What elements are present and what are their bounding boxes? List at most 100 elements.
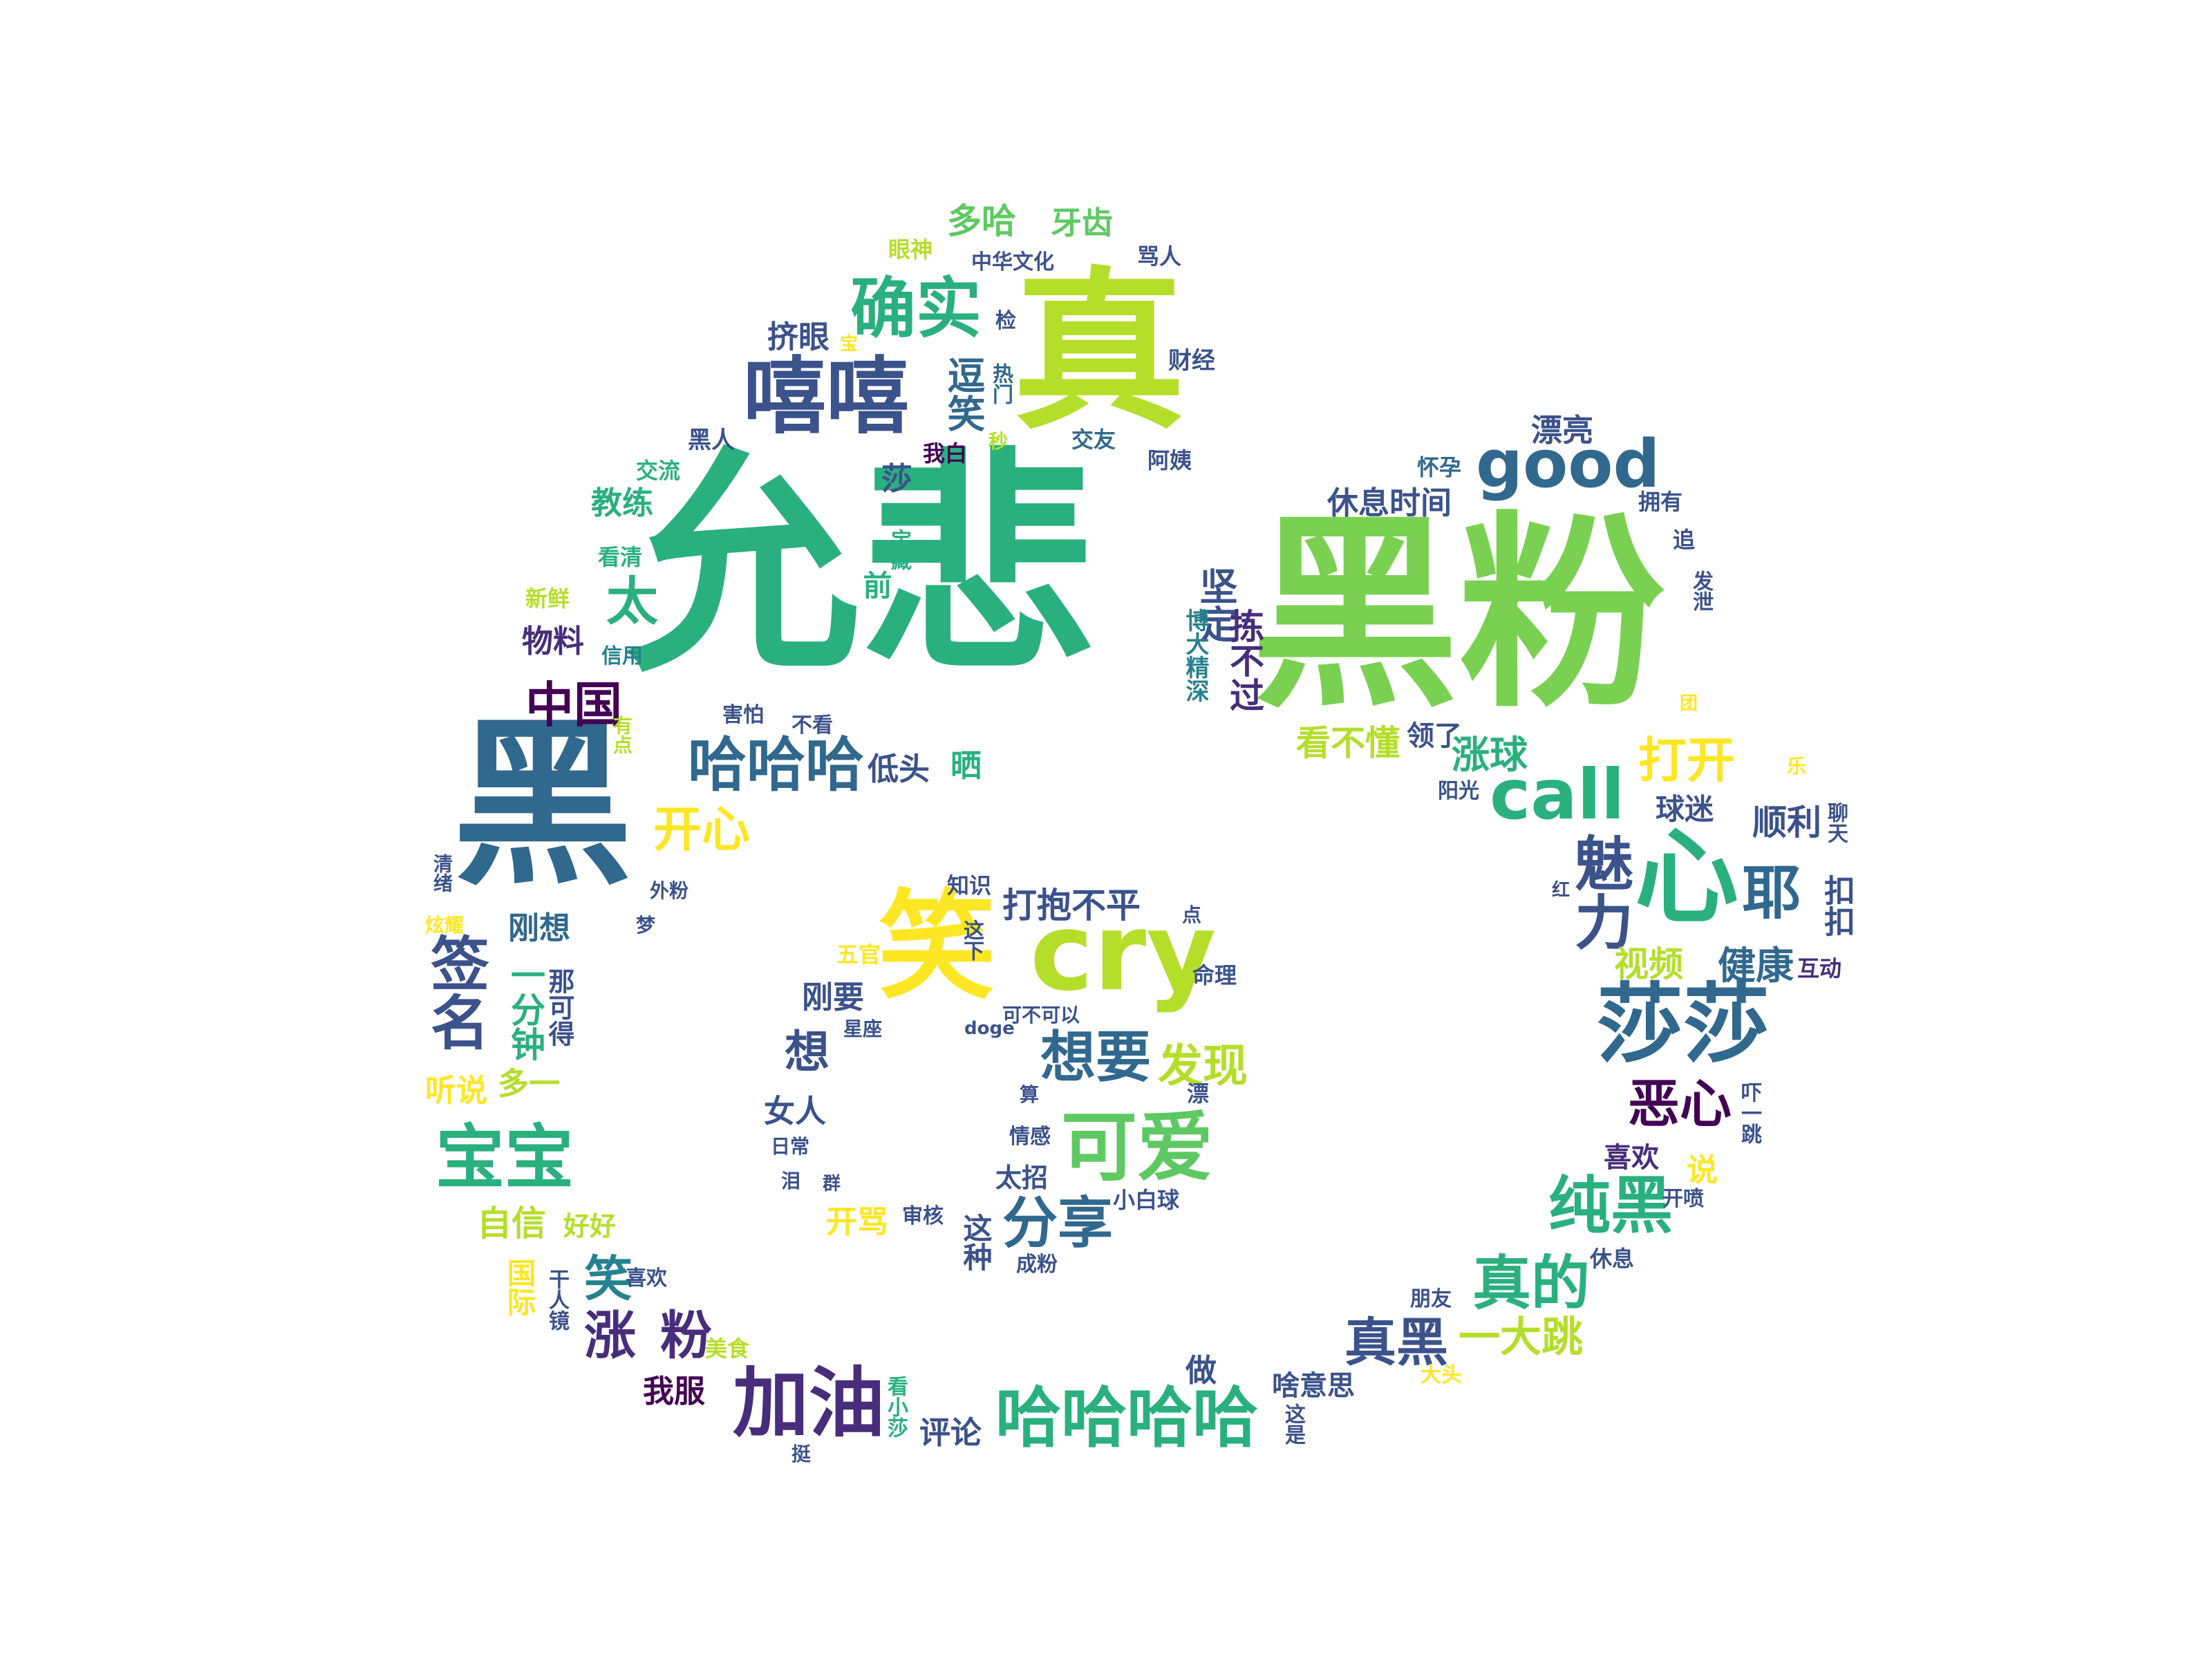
word-kaixin: 开心 [653, 801, 750, 858]
word-shenhe: 审核 [902, 1204, 944, 1228]
word-zhishi: 知识 [947, 872, 992, 899]
word-dian: 点 [1182, 903, 1202, 926]
word-tuan: 团 [1680, 693, 1698, 714]
word-xiuxi: 休息 [1590, 1246, 1635, 1272]
word-kanbudong: 看不懂 [1296, 723, 1400, 763]
word-good: good [1476, 427, 1660, 503]
word-taizhao: 太招 [995, 1163, 1049, 1193]
word-fenxiang: 分享 [1002, 1191, 1113, 1255]
word-jiaoyou: 交友 [1071, 427, 1116, 453]
word-heiren: 黑人 [688, 427, 735, 454]
word-waifen: 外粉 [650, 879, 689, 902]
word-wobai: 我白 [923, 440, 968, 467]
word-liaotian: 聊天 [1824, 802, 1848, 843]
word-zhongguo: 中国 [525, 677, 622, 733]
word-gangyao: 刚要 [802, 979, 865, 1015]
word-yanshen: 眼神 [888, 236, 933, 263]
word-xiangyao: 想要 [1040, 1025, 1151, 1089]
word-xiang: 想 [785, 1027, 830, 1078]
word-piao: 漂 [1183, 1082, 1210, 1104]
word-xiayitiao: 吓一跳 [1737, 1082, 1761, 1144]
word-yifenzhong: 一分钟 [505, 957, 545, 1061]
word-sha: 莎 [881, 460, 913, 497]
word-douxiao: 逗笑 [941, 356, 985, 432]
word-hudong: 互动 [1797, 955, 1842, 982]
word-meng: 梦 [636, 914, 656, 937]
word-xiuxishijian: 休息时间 [1327, 485, 1452, 521]
word-caijing: 财经 [1168, 347, 1215, 375]
word-ditou: 低头 [868, 751, 930, 787]
word-dakai: 打开 [1638, 732, 1735, 789]
word-bodajingshen: 博大精深 [1181, 608, 1209, 702]
word-xuanyao: 炫耀 [425, 914, 465, 937]
word-gangxiang: 刚想 [508, 910, 571, 946]
word-zhen: 真 [1013, 252, 1185, 453]
word-xingzuo: 星座 [843, 1018, 883, 1040]
word-piaoliang: 漂亮 [1531, 412, 1594, 449]
word-ganrenjing: 干人镜 [545, 1268, 569, 1331]
word-xiaobaiqiu: 小白球 [1113, 1187, 1180, 1213]
word-shasha: 莎莎 [1597, 975, 1770, 1075]
word-zhexia: 这下 [959, 919, 984, 961]
word-qinggan: 情感 [1009, 1125, 1051, 1149]
word-kaipen: 开喷 [1662, 1187, 1704, 1211]
word-guoji: 国际 [503, 1258, 536, 1316]
word-pengyou: 朋友 [1410, 1287, 1452, 1311]
word-mingli: 命理 [1192, 962, 1237, 988]
word-faxie: 发泄 [1689, 570, 1713, 612]
word-zhezhong: 这种 [959, 1213, 993, 1271]
word-kebukeyi: 可不可以 [1002, 1004, 1080, 1027]
word-ting: 挺 [791, 1443, 812, 1465]
word-huaiyun: 怀孕 [1417, 454, 1462, 480]
word-jiaolian: 教练 [591, 485, 654, 521]
word-pinglun: 评论 [919, 1414, 982, 1451]
word-kanqing: 看清 [598, 544, 643, 570]
word-wuguan: 五官 [836, 941, 881, 968]
word-zhenhei: 真黑 [1344, 1312, 1449, 1373]
word-hong: 红 [1552, 880, 1571, 901]
word-jiayou: 加油 [733, 1359, 885, 1447]
word-yachi: 牙齿 [1051, 205, 1114, 241]
word-nvren: 女人 [764, 1093, 827, 1130]
word-xinyong: 信用 [601, 644, 643, 668]
word-koukou: 扣扣 [1819, 874, 1855, 937]
word-call: call [1490, 754, 1625, 835]
word-lei: 泪 [781, 1170, 801, 1192]
word-jianding: 坚定 [1193, 567, 1237, 643]
word-bao-small: 宝 [840, 334, 859, 355]
word-xiao-small: 笑 [584, 1250, 632, 1307]
word-exin: 恶心 [1628, 1074, 1732, 1134]
word-richang: 日常 [771, 1135, 810, 1158]
word-jian: 检 [995, 309, 1016, 333]
word-zhangqiu: 涨球 [1452, 733, 1528, 777]
word-ye: 耶 [1742, 859, 1801, 928]
word-hahahaha: 哈哈哈哈 [995, 1380, 1259, 1456]
word-qingxu: 清绪 [431, 854, 453, 892]
word-dabaobuping: 打抱不平 [1002, 885, 1141, 926]
word-fen: 粉 [660, 1305, 713, 1366]
word-yangguang: 阳光 [1438, 779, 1479, 803]
word-jiyan: 挤眼 [767, 319, 830, 355]
word-faxian: 发现 [1158, 1040, 1248, 1092]
word-keai: 可爱 [1061, 1103, 1213, 1192]
word-xihuan-left: 喜欢 [626, 1266, 667, 1291]
word-zuo: 做 [1185, 1352, 1217, 1389]
word-yidatiao: 一大跳 [1459, 1313, 1583, 1362]
word-haohao: 好好 [563, 1211, 617, 1241]
word-lingle: 领了 [1407, 720, 1462, 752]
word-meishi: 美食 [705, 1335, 750, 1362]
word-chunhei: 纯黑 [1548, 1170, 1673, 1242]
word-shai: 晒 [950, 747, 982, 784]
word-jiaoliu: 交流 [636, 458, 681, 484]
word-qianming: 签名 [420, 933, 489, 1051]
word-zheshi: 这是 [1281, 1403, 1305, 1445]
word-cry: cry [1030, 890, 1217, 1015]
word-datou: 大头 [1421, 1363, 1462, 1387]
word-zhonghuawenhua: 中华文化 [971, 250, 1054, 274]
word-jianbuguo: 拣不过 [1224, 608, 1264, 712]
word-kaima: 开骂 [826, 1203, 889, 1240]
word-baobao: 宝宝 [435, 1117, 574, 1198]
word-queshi: 确实 [850, 271, 982, 347]
word-xiao: 笑 [878, 879, 996, 1015]
word-qian: 前 [859, 570, 892, 599]
